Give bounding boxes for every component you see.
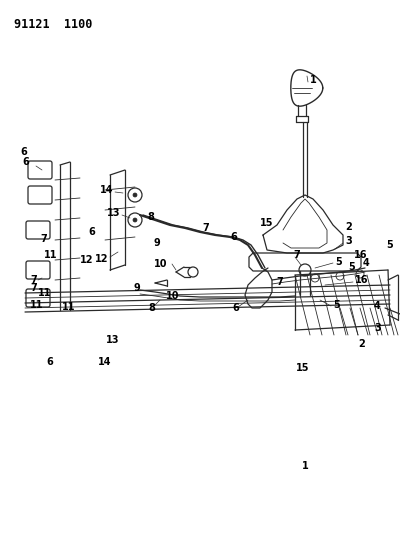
Circle shape [133,193,137,197]
Circle shape [133,218,137,222]
Text: 14: 14 [98,358,112,367]
Text: 10: 10 [154,259,168,269]
Text: 12: 12 [95,254,108,264]
Text: 14: 14 [100,185,114,195]
Text: 9: 9 [133,283,140,293]
Text: 91121  1100: 91121 1100 [14,18,92,31]
Text: 4: 4 [363,258,370,268]
Text: 6: 6 [88,227,95,237]
Text: 2: 2 [358,339,365,349]
Text: 11: 11 [44,250,58,260]
Text: 1: 1 [310,75,317,85]
Text: 10: 10 [166,291,180,301]
Text: 6: 6 [232,303,239,313]
Text: 7: 7 [293,250,300,260]
Text: 6: 6 [46,358,53,367]
Text: 9: 9 [154,238,161,248]
FancyBboxPatch shape [26,221,50,239]
Text: 5: 5 [386,240,393,250]
Text: 15: 15 [260,218,274,228]
Text: 7: 7 [40,234,47,244]
Text: 7: 7 [30,275,37,285]
Text: 12: 12 [80,255,94,265]
FancyBboxPatch shape [26,289,50,307]
Text: 6: 6 [230,232,237,242]
Text: 15: 15 [296,363,310,373]
Text: 11: 11 [30,300,44,310]
Text: 7: 7 [30,283,37,293]
Text: 2: 2 [345,222,352,232]
Text: 1: 1 [302,462,309,471]
Text: 11: 11 [38,288,52,298]
Text: 7: 7 [202,223,209,233]
FancyBboxPatch shape [28,161,52,179]
Text: 11: 11 [62,302,76,312]
Text: 16: 16 [355,275,368,285]
Text: 8: 8 [148,303,155,313]
Text: 6: 6 [22,157,29,167]
Text: 13: 13 [106,335,120,345]
Text: 5: 5 [335,257,342,267]
Text: 7: 7 [276,278,283,287]
Text: 4: 4 [374,302,381,311]
Text: 3: 3 [374,323,381,333]
Text: 5: 5 [348,262,355,271]
Text: 8: 8 [147,213,154,222]
Text: 5: 5 [333,300,340,310]
FancyBboxPatch shape [26,261,50,279]
Text: 3: 3 [345,236,352,246]
Text: 13: 13 [107,208,120,218]
Text: 6: 6 [20,147,27,157]
FancyBboxPatch shape [28,186,52,204]
Text: 16: 16 [354,250,368,260]
